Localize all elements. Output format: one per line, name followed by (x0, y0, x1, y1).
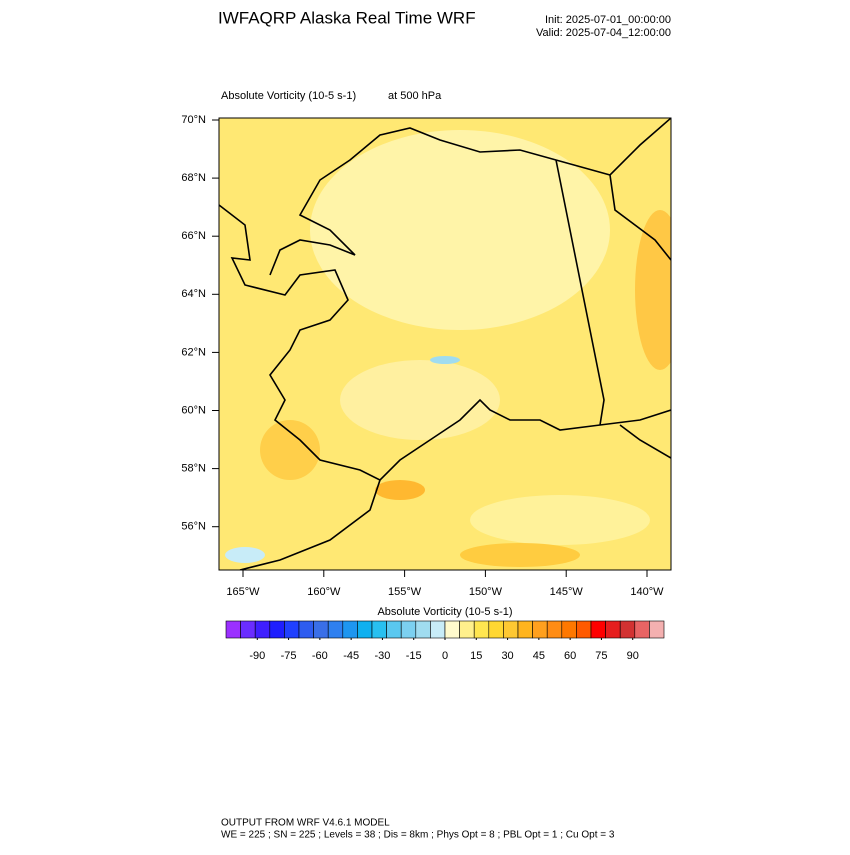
footer-line: OUTPUT FROM WRF V4.6.1 MODEL (221, 818, 390, 829)
lon-label: 165°W (226, 586, 260, 598)
colorbar-swatch (269, 620, 285, 639)
colorbar-tick-label: 75 (595, 650, 607, 662)
colorbar-swatch (298, 620, 314, 639)
field-patch (470, 495, 650, 545)
lat-label: 60°N (181, 404, 206, 416)
field-patch (225, 547, 265, 563)
colorbar-swatch (444, 620, 460, 639)
colorbar-tick-label: -60 (312, 650, 328, 662)
map-frame (218, 117, 672, 571)
colorbar-swatch (619, 620, 636, 639)
colorbar-swatch (605, 620, 621, 639)
field-patch (340, 360, 500, 440)
colorbar-swatch (503, 620, 519, 639)
field-patch (635, 210, 671, 370)
colorbar-swatch (225, 620, 241, 639)
colorbar-tick-label: -15 (406, 650, 422, 662)
colorbar-swatch (240, 620, 256, 639)
lat-label: 62°N (181, 346, 206, 358)
colorbar-tick-label: -45 (343, 650, 359, 662)
colorbar-tick-label: 60 (564, 650, 576, 662)
field-patch (375, 480, 425, 500)
colorbar-tick-label: -75 (281, 650, 297, 662)
field-label: Absolute Vorticity (10-5 s-1) (221, 90, 356, 102)
lon-label: 145°W (550, 586, 584, 598)
colorbar-swatch (590, 620, 606, 639)
lat-label: 64°N (181, 288, 206, 300)
field-patch (260, 420, 320, 480)
colorbar-tick-label: 30 (501, 650, 513, 662)
colorbar-tick-label: -90 (249, 650, 265, 662)
colorbar-swatch (649, 620, 665, 639)
lat-label: 66°N (181, 230, 206, 242)
colorbar-swatch (634, 620, 650, 639)
colorbar-tick-label: 90 (627, 650, 639, 662)
field-patch (310, 130, 610, 330)
colorbar-swatch (254, 620, 271, 639)
lat-label: 56°N (181, 521, 206, 533)
lon-label: 155°W (388, 586, 422, 598)
colorbar-swatch (342, 620, 358, 639)
colorbar-swatch (400, 620, 417, 639)
colorbar-tick-label: -30 (374, 650, 390, 662)
init-time: Init: 2025-07-01_00:00:00 (545, 14, 671, 26)
coastline (219, 118, 671, 570)
colorbar-swatch (313, 620, 329, 639)
lon-label: 160°W (307, 586, 341, 598)
colorbar-swatch (327, 620, 344, 639)
colorbar-swatch (532, 620, 548, 639)
colorbar-swatch (561, 620, 577, 639)
field-patch (430, 356, 460, 364)
colorbar-swatch (371, 620, 387, 639)
colorbar-tick-label: 0 (442, 650, 448, 662)
colorbar-swatch (430, 620, 446, 639)
colorbar-tick-label: 15 (470, 650, 482, 662)
colorbar-tick-label: 45 (533, 650, 545, 662)
colorbar-swatch (576, 620, 592, 639)
colorbar-swatch (357, 620, 373, 639)
colorbar-swatch (459, 620, 475, 639)
map (219, 118, 671, 570)
colorbar-swatch (488, 620, 504, 639)
lat-label: 68°N (181, 172, 206, 184)
colorbar-swatch (415, 620, 431, 639)
level-label: at 500 hPa (388, 90, 442, 102)
footer-line: WE = 225 ; SN = 225 ; Levels = 38 ; Dis … (221, 830, 615, 841)
lat-label: 58°N (181, 463, 206, 475)
colorbar-swatch (517, 620, 533, 639)
colorbar-swatch (473, 620, 490, 639)
lon-label: 140°W (630, 586, 664, 598)
field-patch (460, 543, 580, 567)
colorbar-swatch (284, 620, 300, 639)
colorbar-swatch (546, 620, 563, 639)
title: IWFAQRP Alaska Real Time WRF (218, 8, 476, 27)
valid-time: Valid: 2025-07-04_12:00:00 (536, 27, 671, 39)
lat-label: 70°N (181, 114, 206, 126)
colorbar-swatch (386, 620, 402, 639)
colorbar-title: Absolute Vorticity (10-5 s-1) (377, 606, 512, 618)
lon-label: 150°W (469, 586, 503, 598)
